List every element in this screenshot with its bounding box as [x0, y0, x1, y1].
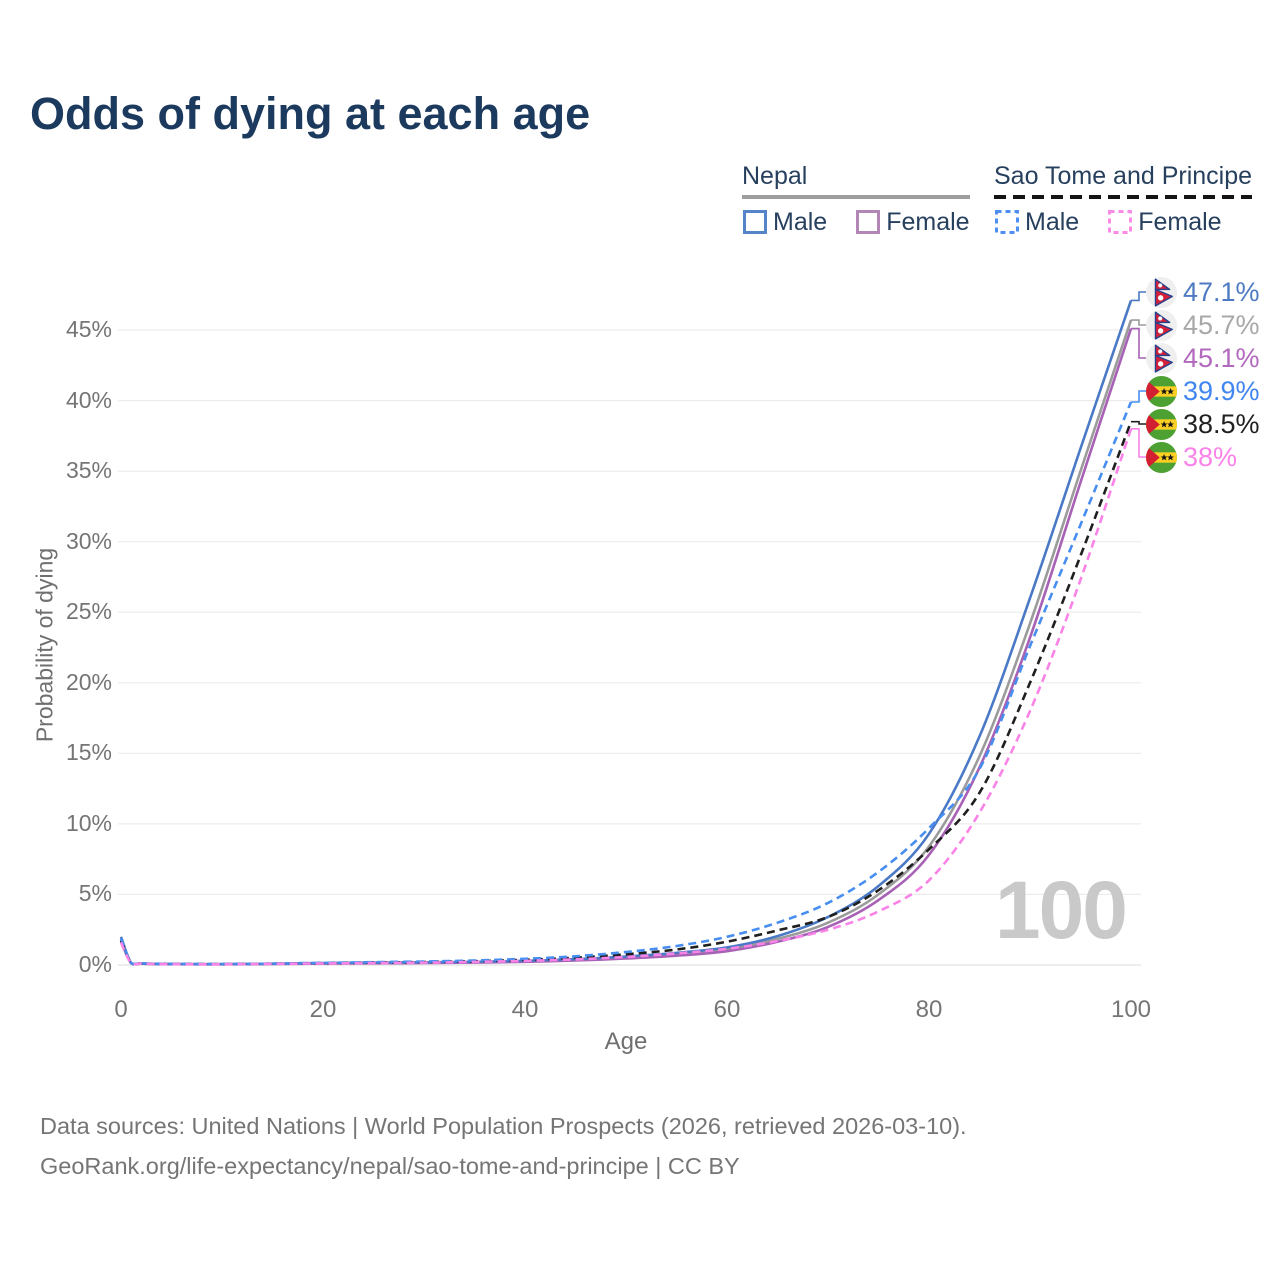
x-tick-label: 20 — [309, 996, 337, 1023]
y-tick-label: 30% — [65, 527, 112, 554]
nepal-flag-icon — [1146, 342, 1177, 374]
series-line-sao-tome-and-principe-both-sexes[interactable] — [119, 421, 1133, 966]
label-connector — [1131, 420, 1146, 425]
end-label-value: 38% — [1183, 441, 1238, 472]
end-label-sao-tome-female: 38% — [1146, 440, 1237, 474]
end-label-value: 45.1% — [1183, 342, 1260, 373]
label-connector — [1131, 291, 1146, 302]
x-tick-label: 60 — [713, 996, 741, 1023]
series-line-nepal-male[interactable] — [119, 299, 1133, 966]
legend-rule-nepal-solid — [742, 194, 970, 199]
legend-group-nepal: Nepal Male Female — [742, 162, 970, 237]
end-label-value: 45.7% — [1183, 309, 1260, 340]
y-tick-label: 10% — [65, 809, 112, 836]
series-line-nepal-female[interactable] — [119, 328, 1133, 966]
x-tick-label: 40 — [511, 996, 539, 1023]
end-label-sao-tome-male: 39.9% — [1146, 374, 1260, 408]
page-title: Odds of dying at each age — [30, 88, 591, 139]
label-connector — [1131, 428, 1146, 458]
legend-swatch-solid-icon — [743, 210, 767, 234]
series-line-sao-tome-and-principe-male[interactable] — [119, 401, 1133, 966]
label-connector — [1131, 390, 1146, 403]
end-label-nepal-male: 47.1% — [1146, 275, 1260, 309]
legend-group-sao-tome: Sao Tome and Principe Male Female — [994, 162, 1253, 237]
legend-title-nepal: Nepal — [742, 162, 808, 190]
x-tick-label: 100 — [1110, 996, 1152, 1023]
series-line-sao-tome-and-principe-female[interactable] — [119, 428, 1133, 966]
legend-swatch-dashed-icon — [1108, 210, 1133, 234]
x-axis-title: Age — [604, 1028, 648, 1055]
legend-swatch-solid-icon — [856, 210, 881, 234]
sao-tome-flag-icon — [1146, 408, 1177, 440]
y-tick-label: 40% — [65, 386, 112, 413]
data-sources-line: Data sources: United Nations | World Pop… — [40, 1113, 967, 1139]
end-label-value: 38.5% — [1183, 408, 1260, 439]
y-tick-label: 20% — [65, 668, 112, 695]
end-label-nepal-all: 45.7% — [1146, 308, 1260, 342]
age-counter-watermark: 100 — [995, 865, 1128, 956]
legend-item-nepal-male[interactable]: Male — [742, 208, 827, 237]
x-tick-label: 80 — [915, 996, 943, 1023]
legend-item-sao-tome-male[interactable]: Male — [994, 208, 1079, 237]
nepal-flag-icon — [1146, 276, 1177, 308]
label-connector — [1131, 319, 1146, 326]
label-connector — [1131, 327, 1146, 359]
attribution-line: GeoRank.org/life-expectancy/nepal/sao-to… — [40, 1153, 740, 1179]
end-label-sao-tome-all: 38.5% — [1146, 407, 1260, 441]
y-tick-label: 35% — [65, 457, 112, 484]
end-label-nepal-female: 45.1% — [1146, 341, 1260, 375]
legend-label-sao-tome-male: Male — [1025, 207, 1080, 236]
sao-tome-flag-icon — [1146, 375, 1177, 407]
x-tick-label: 0 — [114, 996, 128, 1023]
nepal-flag-icon — [1146, 309, 1177, 341]
y-tick-label: 5% — [78, 880, 112, 907]
legend-label-nepal-female: Female — [886, 207, 970, 236]
end-label-value: 47.1% — [1183, 276, 1260, 307]
y-tick-label: 15% — [65, 739, 112, 766]
sao-tome-flag-icon — [1146, 441, 1177, 473]
legend-swatch-dashed-icon — [995, 210, 1019, 234]
legend-item-nepal-female[interactable]: Female — [855, 207, 970, 237]
legend-label-nepal-male: Male — [773, 207, 828, 236]
y-tick-label: 45% — [65, 316, 112, 342]
y-axis-title: Probability of dying — [31, 547, 58, 743]
y-tick-label: 25% — [65, 598, 112, 625]
series-line-nepal-both-sexes[interactable] — [119, 319, 1133, 966]
legend-item-sao-tome-female[interactable]: Female — [1107, 207, 1222, 237]
footer: Data sources: United Nations | World Pop… — [40, 1106, 967, 1186]
legend-label-sao-tome-female: Female — [1138, 207, 1222, 236]
end-label-value: 39.9% — [1183, 375, 1260, 406]
legend-rule-sao-tome-dashed — [994, 194, 1253, 199]
y-tick-label: 0% — [78, 951, 112, 977]
legend-title-sao-tome: Sao Tome and Principe — [994, 162, 1253, 190]
